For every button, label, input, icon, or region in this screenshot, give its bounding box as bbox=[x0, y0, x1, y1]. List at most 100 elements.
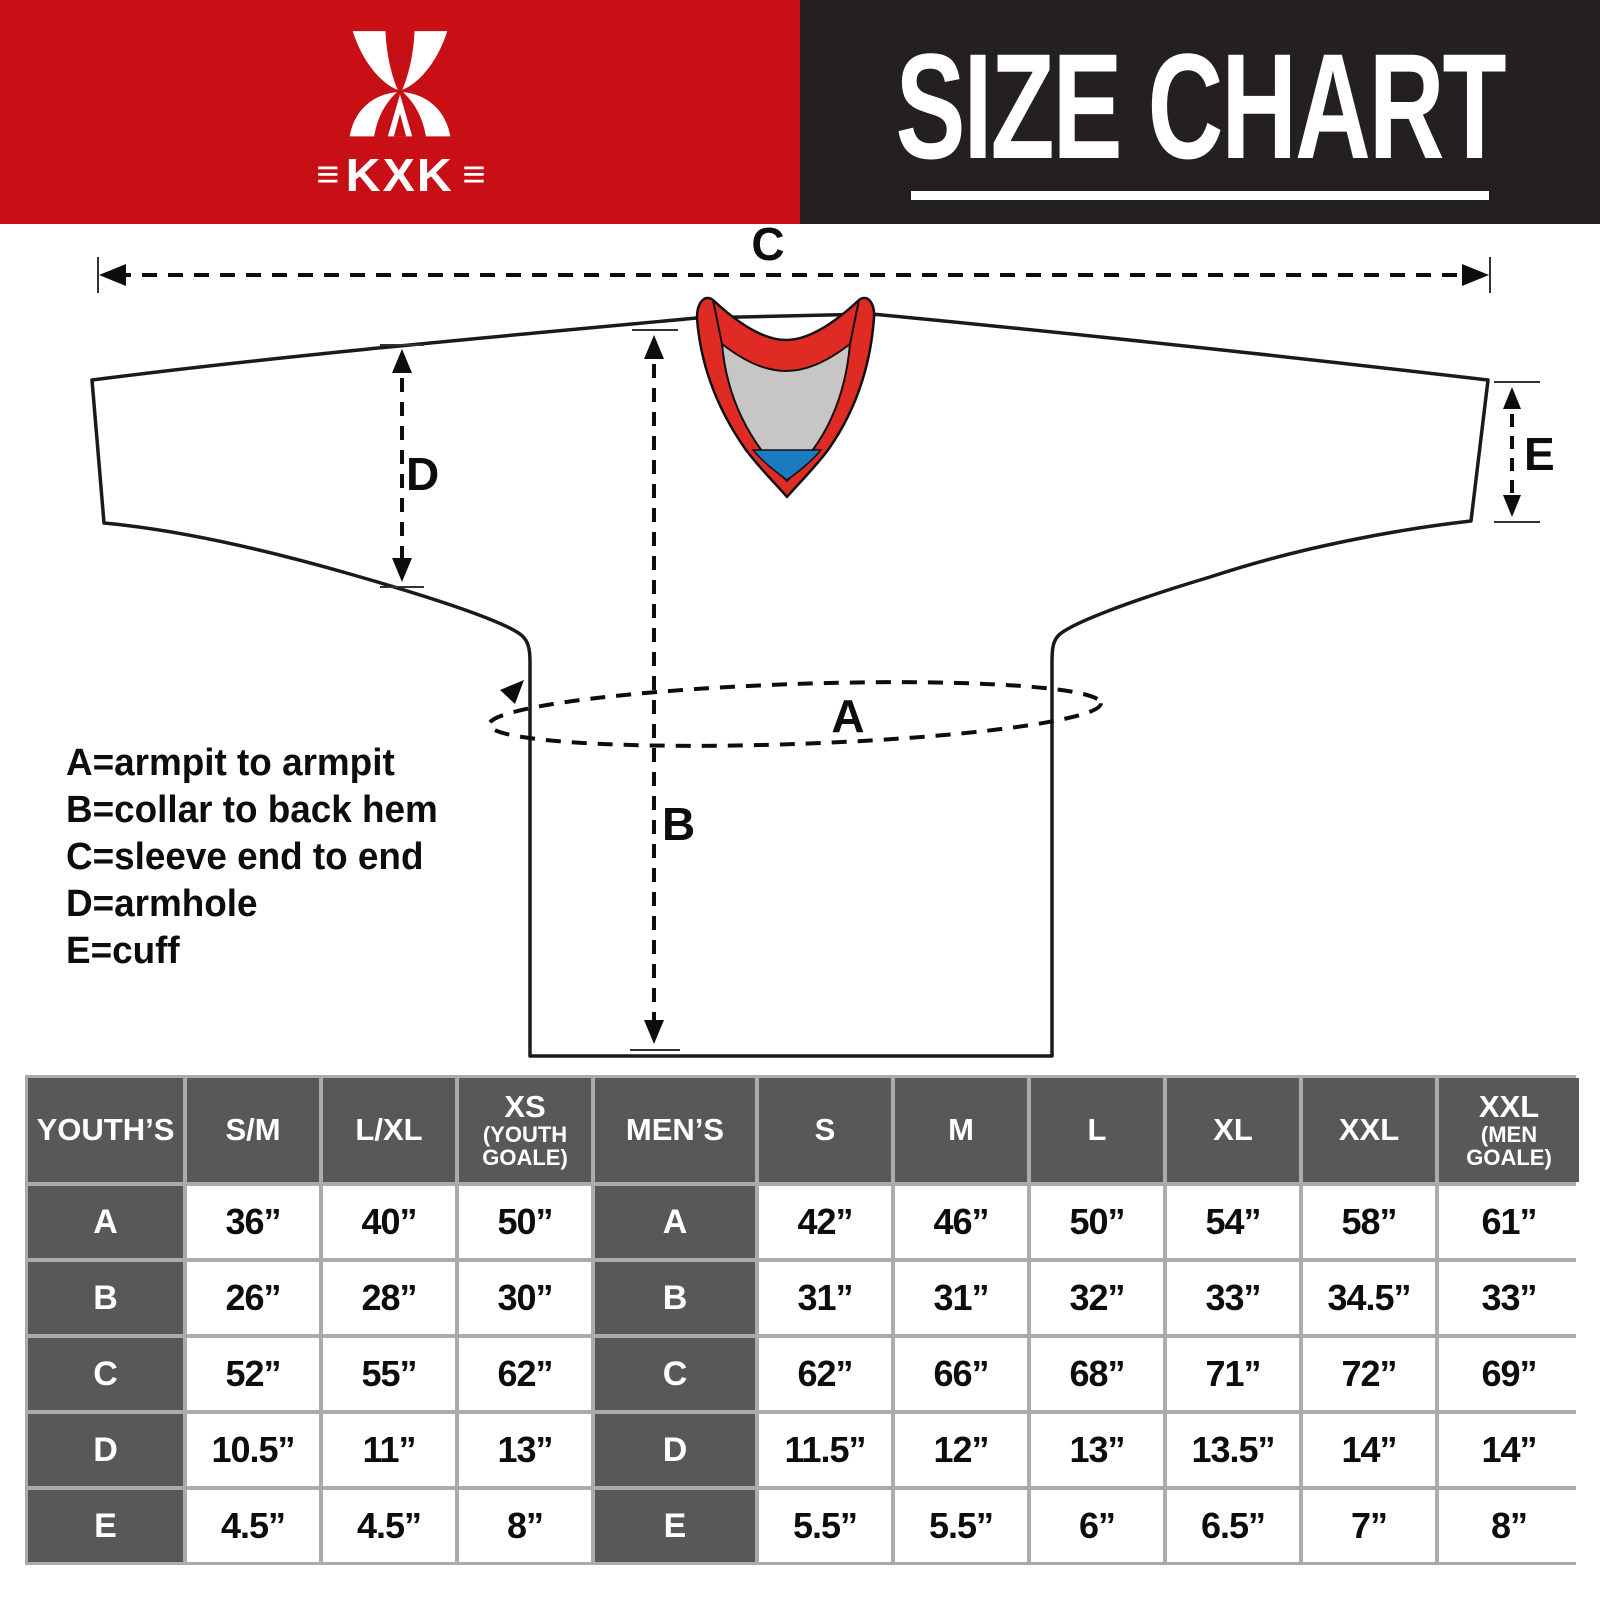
measure-arrow-d: D bbox=[380, 344, 439, 588]
collar-blue-tip bbox=[751, 449, 823, 481]
col-header-s: S bbox=[759, 1078, 891, 1182]
row-d-men-label: D bbox=[595, 1414, 755, 1486]
row-a-men-label: A bbox=[595, 1186, 755, 1258]
table-cell: 62” bbox=[459, 1338, 591, 1410]
col-header-l: L bbox=[1031, 1078, 1163, 1182]
table-cell: 13” bbox=[1031, 1414, 1163, 1486]
table-cell: 46” bbox=[895, 1186, 1027, 1258]
row-c-men-label: C bbox=[595, 1338, 755, 1410]
label-b: B bbox=[662, 798, 695, 850]
col-header-xxl: XXL bbox=[1303, 1078, 1435, 1182]
table-cell: 10.5” bbox=[187, 1414, 319, 1486]
kxk-logo-icon bbox=[349, 31, 451, 137]
measure-arrow-e: E bbox=[1494, 381, 1555, 523]
col-header-xxl-men-goale: XXL (MEN GOALE) bbox=[1439, 1078, 1579, 1182]
table-cell: 50” bbox=[1031, 1186, 1163, 1258]
page-title: SIZE CHART bbox=[895, 21, 1507, 190]
legend-line-a: A=armpit to armpit bbox=[66, 742, 395, 784]
table-cell: 52” bbox=[187, 1338, 319, 1410]
logo-right-bars: ≡ bbox=[462, 153, 486, 196]
row-b-men-label: B bbox=[595, 1262, 755, 1334]
size-table: YOUTH’S S/M L/XL XS (YOUTH GOALE) MEN’S … bbox=[25, 1075, 1579, 1565]
measure-arrow-b: B bbox=[630, 329, 695, 1051]
table-cell: 8” bbox=[459, 1490, 591, 1562]
row-d-youth-label: D bbox=[28, 1414, 183, 1486]
row-e-men-label: E bbox=[595, 1490, 755, 1562]
table-cell: 36” bbox=[187, 1186, 319, 1258]
col-header-mens: MEN’S bbox=[595, 1078, 755, 1182]
label-e: E bbox=[1524, 428, 1555, 480]
table-cell: 40” bbox=[323, 1186, 455, 1258]
table-cell: 31” bbox=[759, 1262, 891, 1334]
table-cell: 6.5” bbox=[1167, 1490, 1299, 1562]
col-header-sm: S/M bbox=[187, 1078, 319, 1182]
row-e-youth-label: E bbox=[28, 1490, 183, 1562]
table-cell: 5.5” bbox=[895, 1490, 1027, 1562]
table-cell: 62” bbox=[759, 1338, 891, 1410]
col-header-xxl-main: XXL bbox=[1478, 1089, 1540, 1124]
table-cell: 11” bbox=[323, 1414, 455, 1486]
table-cell: 4.5” bbox=[323, 1490, 455, 1562]
table-cell: 13.5” bbox=[1167, 1414, 1299, 1486]
col-header-xxl-sub: (MEN GOALE) bbox=[1466, 1122, 1552, 1170]
table-cell: 14” bbox=[1439, 1414, 1579, 1486]
table-cell: 28” bbox=[323, 1262, 455, 1334]
row-a-youth-label: A bbox=[28, 1186, 183, 1258]
measure-arrow-c: C bbox=[97, 218, 1491, 293]
table-cell: 58” bbox=[1303, 1186, 1435, 1258]
label-c: C bbox=[751, 218, 784, 270]
table-cell: 12” bbox=[895, 1414, 1027, 1486]
table-cell: 72” bbox=[1303, 1338, 1435, 1410]
header-bar: ≡ KXK ≡ SIZE CHART bbox=[0, 0, 1600, 224]
table-cell: 61” bbox=[1439, 1186, 1579, 1258]
title-underline bbox=[911, 190, 1489, 200]
logo-name: KXK bbox=[345, 149, 455, 201]
table-cell: 7” bbox=[1303, 1490, 1435, 1562]
table-cell: 33” bbox=[1439, 1262, 1579, 1334]
table-cell: 69” bbox=[1439, 1338, 1579, 1410]
table-cell: 11.5” bbox=[759, 1414, 891, 1486]
row-c-youth-label: C bbox=[28, 1338, 183, 1410]
logo-left-bars: ≡ bbox=[316, 153, 339, 196]
table-cell: 31” bbox=[895, 1262, 1027, 1334]
legend-line-b: B=collar to back hem bbox=[66, 789, 438, 831]
table-cell: 30” bbox=[459, 1262, 591, 1334]
legend-line-d: D=armhole bbox=[66, 883, 258, 925]
logo-wordmark: ≡ KXK ≡ bbox=[316, 148, 486, 202]
label-a: A bbox=[831, 690, 864, 742]
col-header-m: M bbox=[895, 1078, 1027, 1182]
table-cell: 55” bbox=[323, 1338, 455, 1410]
table-cell: 32” bbox=[1031, 1262, 1163, 1334]
table-cell: 8” bbox=[1439, 1490, 1579, 1562]
legend-line-e: E=cuff bbox=[66, 930, 180, 972]
col-header-xs-main: XS bbox=[504, 1089, 546, 1124]
col-header-xl: XL bbox=[1167, 1078, 1299, 1182]
table-cell: 54” bbox=[1167, 1186, 1299, 1258]
table-cell: 66” bbox=[895, 1338, 1027, 1410]
collar bbox=[695, 296, 876, 499]
table-cell: 13” bbox=[459, 1414, 591, 1486]
brand-band: ≡ KXK ≡ bbox=[0, 0, 800, 224]
label-d: D bbox=[406, 448, 439, 500]
measurement-legend: A=armpit to armpit B=collar to back hem … bbox=[66, 740, 438, 975]
table-cell: 4.5” bbox=[187, 1490, 319, 1562]
table-cell: 42” bbox=[759, 1186, 891, 1258]
col-header-xs-youth-goale: XS (YOUTH GOALE) bbox=[459, 1078, 591, 1182]
col-header-lxl: L/XL bbox=[323, 1078, 455, 1182]
table-cell: 5.5” bbox=[759, 1490, 891, 1562]
table-cell: 34.5” bbox=[1303, 1262, 1435, 1334]
title-band: SIZE CHART bbox=[800, 0, 1600, 224]
table-cell: 33” bbox=[1167, 1262, 1299, 1334]
table-cell: 71” bbox=[1167, 1338, 1299, 1410]
legend-line-c: C=sleeve end to end bbox=[66, 836, 424, 878]
row-b-youth-label: B bbox=[28, 1262, 183, 1334]
jersey-outline bbox=[90, 312, 1490, 1058]
table-cell: 6” bbox=[1031, 1490, 1163, 1562]
table-cell: 26” bbox=[187, 1262, 319, 1334]
table-cell: 14” bbox=[1303, 1414, 1435, 1486]
col-header-xs-sub: (YOUTH GOALE) bbox=[482, 1122, 568, 1170]
table-cell: 50” bbox=[459, 1186, 591, 1258]
col-header-youths: YOUTH’S bbox=[28, 1078, 183, 1182]
